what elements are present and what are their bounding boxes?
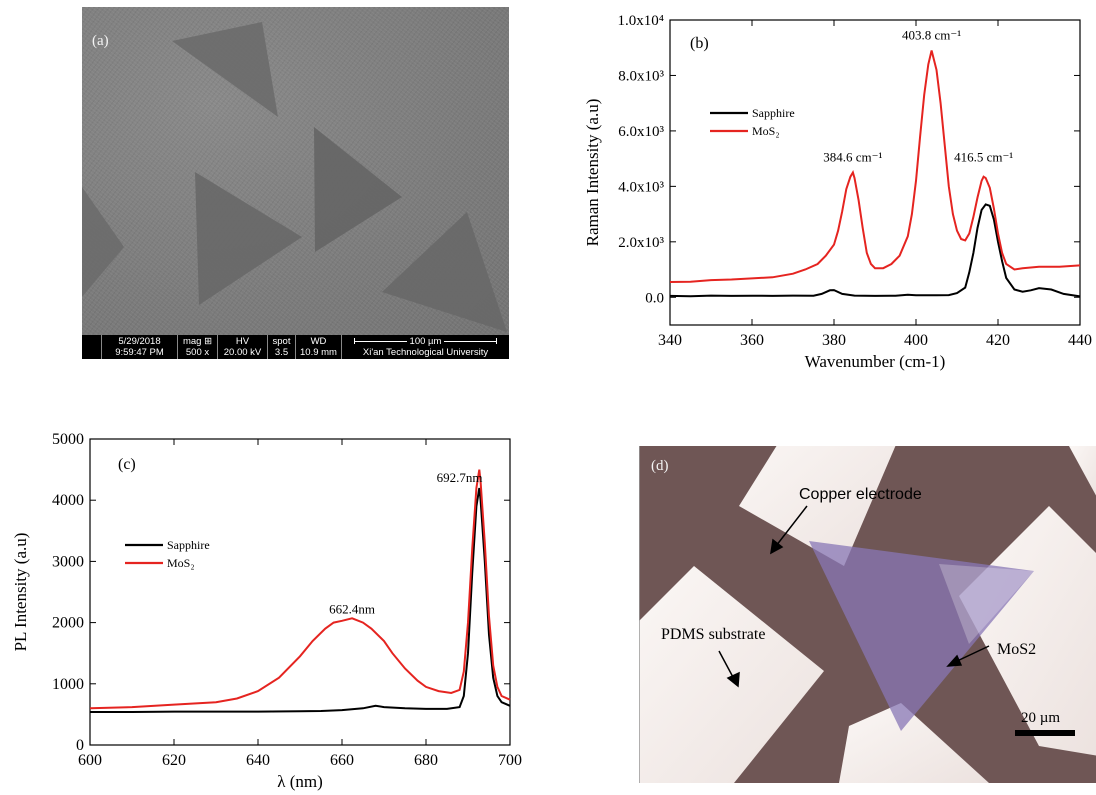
y-tick-label: 4000: [52, 492, 84, 509]
x-tick-label: 380: [822, 332, 846, 349]
triangle-flake: [195, 172, 302, 305]
panel-a-label: (a): [92, 33, 109, 49]
x-tick-label: 700: [498, 752, 522, 769]
x-tick-label: 600: [78, 752, 102, 769]
sem-bar-marker: [82, 335, 102, 359]
arrow-pdms-head: [726, 671, 740, 688]
arrow-mos2: [954, 645, 990, 663]
legend-label: Sapphire: [752, 106, 795, 120]
x-axis-label: Wavenumber (cm-1): [805, 352, 946, 371]
triangle-flake: [172, 22, 278, 117]
y-axis-label: PL Intensity (a.u): [11, 533, 30, 652]
sem-image: (a): [82, 7, 509, 335]
legend-label: MoS₂: [752, 124, 780, 138]
sem-hv: HV 20.00 kV: [218, 335, 268, 359]
sem-wd-value: 10.9 mm: [300, 347, 337, 358]
sem-spot-value: 3.5: [274, 347, 289, 358]
legend-label: Sapphire: [167, 538, 210, 552]
x-tick-label: 660: [330, 752, 354, 769]
arrow-pdms: [718, 650, 735, 680]
x-tick-label: 640: [246, 752, 270, 769]
pl-chart: 600 620 640 660 680 700 0 1000 2000 3000 4000 5000 λ…: [11, 431, 522, 791]
sem-institution: Xi'an Technological University: [362, 347, 489, 358]
arrows: [718, 505, 990, 688]
y-tick-label: 0: [76, 737, 84, 754]
panel-label: (b): [690, 35, 709, 52]
mos2-flake-overlap: [939, 564, 1034, 644]
sem-time: 9:59:47 PM: [115, 347, 164, 358]
raman-chart: 340 360 380 400 420 440 0.0 2.0x10³ 4.0x10³ 6.0x1…: [583, 13, 1092, 371]
sem-mag-value: 500 x: [185, 347, 210, 358]
substrate-pad: [839, 703, 989, 783]
x-tick-label: 340: [658, 332, 682, 349]
panel-d-label: (d): [651, 458, 669, 474]
sem-date-time: 5/29/2018 9:59:47 PM: [102, 335, 178, 359]
sem-info-bar: 5/29/2018 9:59:47 PM mag ⊞ 500 x HV 20.0…: [82, 335, 509, 359]
y-tick-label: 2.0x10³: [618, 235, 664, 251]
y-tick-label: 1000: [52, 676, 84, 693]
series-line-sapphire: [90, 487, 511, 713]
micro-scale-bar: [1015, 730, 1075, 736]
x-tick-label: 440: [1068, 332, 1092, 349]
sem-spot-label: spot: [272, 336, 291, 347]
y-tick-label: 0.0: [645, 290, 664, 306]
micro-scale-label: 20 µm: [1021, 710, 1061, 726]
series-line-mos2: [669, 50, 1081, 283]
sem-mag: mag ⊞ 500 x: [178, 335, 218, 359]
series-line-sapphire: [669, 203, 1081, 298]
peak-annotation: 692.7nm: [437, 470, 483, 485]
peak-annotation: 403.8 cm⁻¹: [902, 27, 961, 42]
x-axis-label: λ (nm): [277, 772, 323, 791]
sem-hv-label: HV: [235, 336, 250, 347]
y-tick-label: 1.0x10⁴: [618, 13, 664, 29]
sem-scale-label: 100 µm: [406, 336, 445, 347]
y-tick-label: 4.0x10³: [618, 179, 664, 195]
mos2-label: MoS2: [997, 641, 1037, 658]
triangle-flake: [314, 127, 402, 252]
y-tick-label: 3000: [52, 553, 84, 570]
peak-annotation: 662.4nm: [329, 601, 375, 616]
arrow-mos2-head: [946, 654, 963, 667]
optical-micrograph: (d) Copper electrode PDMS substrate MoS2…: [639, 446, 1096, 783]
y-tick-label: 6.0x10³: [618, 124, 664, 140]
peak-annotation: 416.5 cm⁻¹: [954, 149, 1013, 164]
copper-electrode-label: Copper electrode: [799, 486, 922, 503]
x-tick-label: 360: [740, 332, 764, 349]
arrow-copper-head: [770, 538, 784, 555]
x-tick-label: 620: [162, 752, 186, 769]
series-line-mos2: [89, 469, 511, 710]
legend-label: MoS₂: [167, 556, 195, 570]
pdms-substrate-label: PDMS substrate: [661, 626, 766, 643]
y-tick-label: 2000: [52, 615, 84, 632]
x-tick-label: 420: [986, 332, 1010, 349]
mos2-flake: [809, 541, 1034, 731]
micrograph-drawing: [639, 446, 1096, 783]
x-tick-label: 400: [904, 332, 928, 349]
sem-wd-label: WD: [310, 336, 327, 347]
plot-frame: [89, 438, 511, 746]
y-tick-label: 8.0x10³: [618, 68, 664, 84]
sem-scale: 100 µm Xi'an Technological University: [342, 335, 509, 359]
y-tick-label: 5000: [52, 431, 84, 448]
peak-annotation: 384.6 cm⁻¹: [823, 149, 882, 164]
x-tick-label: 680: [414, 752, 438, 769]
sem-hv-value: 20.00 kV: [223, 347, 262, 358]
sem-flakes: [82, 22, 507, 332]
sem-date: 5/29/2018: [118, 336, 161, 347]
substrate-pad: [739, 446, 896, 566]
sem-mag-label: mag ⊞: [182, 336, 213, 347]
sem-wd: WD 10.9 mm: [296, 335, 342, 359]
panel-label: (c): [118, 456, 136, 473]
triangle-flake: [82, 187, 124, 297]
sem-image-panel: (a) 5/29/2018 9:59:47 PM mag ⊞ 500 x HV …: [82, 7, 509, 359]
y-axis-label: Raman Intensity (a.u): [583, 99, 602, 247]
sem-scale-bar: 100 µm: [342, 336, 509, 347]
substrate-pad: [1069, 446, 1096, 496]
triangle-flake: [382, 212, 507, 332]
plot-frame: [669, 19, 1081, 326]
arrow-copper: [775, 505, 808, 547]
sem-spot: spot 3.5: [268, 335, 296, 359]
optical-micrograph-panel: (d) Copper electrode PDMS substrate MoS2…: [639, 446, 1096, 783]
